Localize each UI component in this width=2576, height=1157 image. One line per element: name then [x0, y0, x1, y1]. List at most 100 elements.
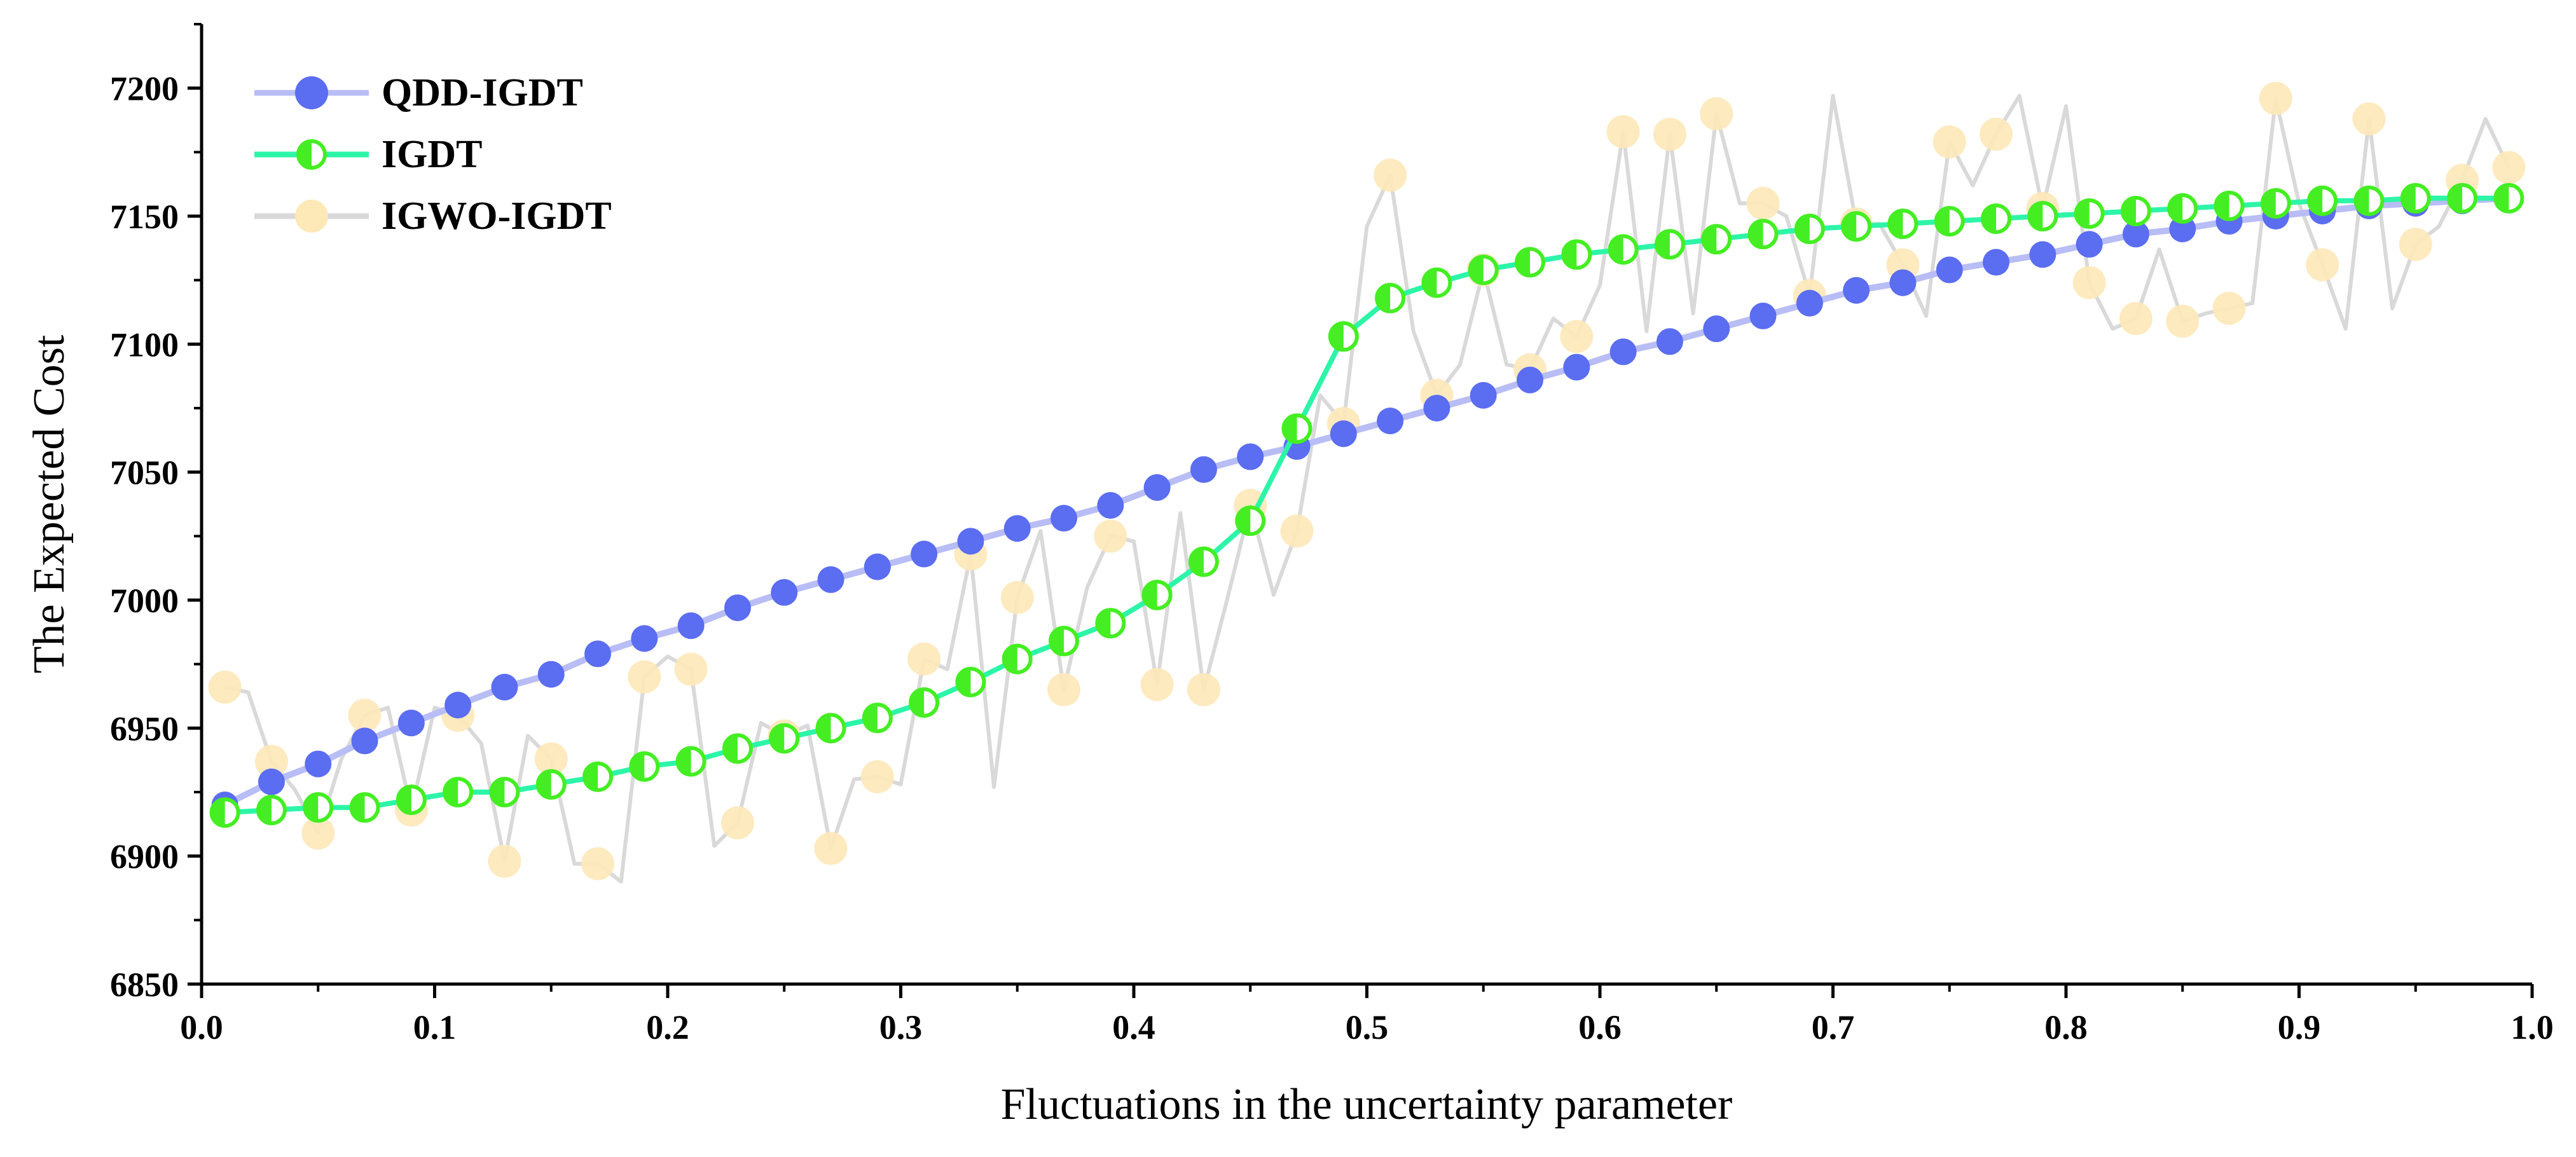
igdt-line [224, 195, 2509, 816]
igwo-igdt-point [348, 699, 382, 732]
qdd-igdt-point [2076, 231, 2103, 258]
igdt-marker-half [2449, 184, 2463, 212]
igdt-marker-half [1749, 221, 1763, 248]
igwo-igdt-point [907, 642, 941, 676]
qdd-igdt-point [1423, 395, 1450, 421]
igdt-marker-half [1703, 226, 1717, 253]
qdd-igdt-point [957, 528, 984, 555]
igdt-point [2400, 182, 2431, 214]
igdt-point [2167, 193, 2198, 224]
x-tick-label: 0.2 [646, 1008, 689, 1046]
igdt-point [2074, 198, 2105, 229]
igwo-igdt-point [860, 760, 894, 793]
qdd-igdt-point [2169, 216, 2196, 243]
legend-igdt-half [298, 141, 312, 168]
x-tick-label: 0.3 [879, 1008, 923, 1046]
igdt-marker-half [631, 753, 645, 780]
qdd-igdt-point [677, 612, 705, 640]
igwo-igdt-point [1047, 673, 1081, 706]
legend-igdt-label: IGDT [382, 133, 482, 176]
qdd-igdt-point [1097, 492, 1124, 519]
y-tick-label: 6900 [110, 838, 179, 876]
igdt-marker-half [911, 689, 925, 716]
qdd-igdt-point [1889, 269, 1917, 296]
igdt-point [955, 666, 986, 697]
igdt-point [2260, 188, 2291, 219]
igwo-igdt-point [208, 670, 242, 704]
igdt-point [1794, 214, 1825, 245]
igdt-point [209, 797, 240, 828]
igwo-igdt-point [254, 744, 288, 778]
igdt-marker-half [2122, 197, 2136, 224]
x-tick-label: 0.4 [1112, 1008, 1155, 1046]
axes [200, 24, 2532, 986]
legend-item-qdd-igdt: QDD-IGDT [254, 71, 583, 114]
igdt-marker-half [1563, 241, 1577, 268]
igdt-point [2353, 185, 2385, 216]
igwo-igdt-point [1000, 580, 1034, 614]
igwo-igdt-point [534, 742, 568, 776]
igdt-point [1747, 219, 1779, 250]
igdt-marker-half [2076, 200, 2090, 227]
igdt-marker-half [444, 779, 458, 805]
legend-igwo-igdt-label: IGWO-IGDT [382, 195, 612, 238]
igdt-point [862, 702, 893, 734]
igwo-igdt-point [1094, 519, 1127, 553]
qdd-igdt-point [1377, 407, 1404, 435]
igwo-igdt-point [2212, 291, 2246, 325]
igdt-marker-half [2262, 189, 2276, 217]
igwo-igdt-point [1374, 158, 1407, 192]
qdd-igdt-point [1656, 328, 1683, 355]
y-tick-label: 7200 [110, 70, 179, 108]
igwo-igdt-point [2492, 151, 2526, 184]
qdd-igdt-point [771, 578, 798, 606]
x-tick-label: 0.1 [413, 1008, 457, 1046]
igdt-marker-half [2215, 192, 2229, 219]
igwo-igdt-point [1560, 320, 1594, 353]
igdt-marker-half [1330, 323, 1344, 350]
y-tick-label: 7050 [110, 454, 179, 492]
igdt-marker-half [677, 748, 691, 775]
y-tick-label: 6850 [110, 966, 179, 1004]
y-axis-title: The Expected Cost [25, 334, 74, 673]
igdt-point [1002, 643, 1033, 674]
qdd-igdt-point [2029, 241, 2056, 268]
qdd-igdt-point [1237, 443, 1264, 470]
legend-item-igdt: IGDT [254, 133, 482, 176]
igdt-point [1608, 234, 1639, 265]
igdt-point [2447, 182, 2478, 214]
igwo-igdt-point [1140, 668, 1174, 701]
legend: QDD-IGDT IGDT IGWO-IGDT [254, 71, 612, 238]
igwo-igdt-point [301, 816, 335, 850]
igdt-marker-half [305, 794, 319, 821]
igdt-marker-half [351, 794, 365, 821]
qdd-igdt-point [1003, 515, 1031, 542]
qdd-igdt-point [305, 750, 332, 777]
igdt-marker-half [1097, 610, 1111, 637]
qdd-igdt-line [223, 195, 2509, 808]
igdt-point [582, 761, 614, 792]
igdt-marker-half [1050, 627, 1064, 655]
igdt-point [349, 792, 380, 823]
igwo-igdt-point [628, 660, 661, 694]
igdt-point [1095, 608, 1126, 639]
igdt-point [2307, 185, 2338, 216]
igdt-point [443, 777, 474, 807]
igwo-igdt-point [1932, 125, 1966, 159]
igwo-igdt-point [1653, 118, 1686, 151]
igdt-marker-half [1843, 213, 1857, 240]
igdt-marker-half [491, 779, 505, 805]
igdt-point [769, 723, 800, 754]
igdt-point [1654, 229, 1685, 260]
igdt-marker-half [2169, 195, 2183, 222]
qdd-igdt-point [351, 727, 378, 755]
igwo-igdt-point [2259, 81, 2292, 115]
qdd-igdt-point [1983, 249, 2010, 276]
x-tick-label: 0.5 [1346, 1008, 1389, 1046]
x-axis-title: Fluctuations in the uncertainty paramete… [1001, 1080, 1733, 1129]
qdd-igdt-point [1330, 420, 1357, 448]
igdt-marker-half [584, 763, 598, 790]
igdt-point [1468, 254, 1499, 285]
igdt-marker-half [397, 786, 411, 814]
igwo-igdt-point [2306, 248, 2339, 282]
